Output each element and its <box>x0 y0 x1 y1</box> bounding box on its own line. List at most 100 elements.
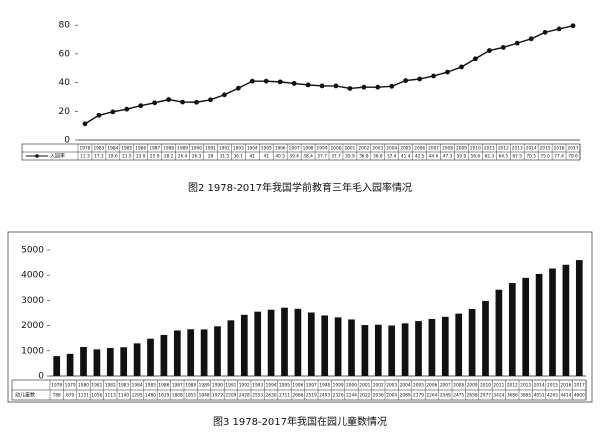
table-value: 67.5 <box>512 154 522 160</box>
data-point <box>138 103 144 109</box>
x-tick-label: 1989 <box>199 383 210 389</box>
x-tick-label: 2011 <box>484 146 495 152</box>
table-value: 40.5 <box>275 154 285 160</box>
x-tick-label: 1982 <box>105 383 116 389</box>
x-tick-label: 2010 <box>480 383 491 389</box>
x-tick-label: 2000 <box>346 383 357 389</box>
bar <box>160 334 168 376</box>
y-tick-label: 60 <box>59 49 71 59</box>
bar <box>66 353 74 376</box>
table-value: 2326 <box>333 393 344 399</box>
table-value: 35.9 <box>345 154 355 160</box>
y-tick-label: 1000 <box>21 346 44 356</box>
y-tick-label: 5000 <box>21 246 44 256</box>
x-tick-label: 1990 <box>191 146 202 152</box>
table-value: 1848 <box>199 393 210 399</box>
x-tick-label: 1986 <box>158 383 169 389</box>
bar <box>267 309 275 376</box>
table-value: 28.2 <box>164 154 174 160</box>
x-tick-label: 1988 <box>163 146 174 152</box>
bar <box>281 307 288 376</box>
bar <box>80 346 87 376</box>
x-tick-label: 2012 <box>498 146 509 152</box>
data-point <box>152 100 158 106</box>
x-tick-label: 1989 <box>177 146 188 152</box>
x-tick-label: 1993 <box>252 383 263 389</box>
x-tick-label: 1984 <box>107 146 118 152</box>
table-value: 2209 <box>225 393 236 399</box>
caption: 图2 1978-2017年我国学前教育三年毛入园率情况 <box>188 181 412 194</box>
table-value: 42.5 <box>415 154 425 160</box>
x-tick-label: 2001 <box>359 383 370 389</box>
table-value: 788 <box>53 393 61 399</box>
table-value: 36.8 <box>373 154 383 160</box>
bar <box>133 343 141 376</box>
x-tick-label: 2003 <box>372 146 383 152</box>
x-tick-label: 2005 <box>400 146 411 152</box>
bar <box>495 289 503 376</box>
x-tick-label: 2008 <box>442 146 453 152</box>
data-point <box>124 106 130 112</box>
x-tick-label: 2016 <box>554 146 565 152</box>
table-value: 26.4 <box>178 154 188 160</box>
bar <box>254 311 262 376</box>
caption: 图3 1978-2017年我国在园儿童数情况 <box>213 415 387 428</box>
x-tick-label: 1993 <box>233 146 244 152</box>
data-point <box>235 85 241 91</box>
data-point <box>417 76 423 82</box>
table-value: 17.2 <box>94 154 104 160</box>
bar <box>468 309 476 376</box>
bar <box>173 330 181 376</box>
bar <box>415 321 422 376</box>
bar <box>106 347 114 376</box>
bar <box>334 317 342 376</box>
bar <box>374 324 382 376</box>
y-tick-label: 20 <box>59 107 71 117</box>
legend-label: 幼儿童数 <box>15 392 35 399</box>
x-tick-label: 2002 <box>358 146 369 152</box>
table-value: 44.6 <box>429 154 439 160</box>
table-value: 2264 <box>426 393 437 399</box>
x-tick-label: 2009 <box>467 383 478 389</box>
x-tick-label: 1978 <box>51 383 62 389</box>
data-point <box>347 86 353 91</box>
x-tick-label: 1986 <box>135 146 146 152</box>
table-value: 25.9 <box>150 154 160 160</box>
bar <box>388 325 396 376</box>
table-value: 75.0 <box>540 154 550 160</box>
x-tick-label: 2006 <box>414 146 425 152</box>
x-tick-label: 2004 <box>400 383 411 389</box>
table-value: 36.1 <box>234 154 244 160</box>
x-tick-label: 2001 <box>344 146 355 152</box>
x-tick-label: 1978 <box>80 146 91 152</box>
table-value: 2036 <box>373 393 384 399</box>
x-tick-label: 2013 <box>512 146 523 152</box>
x-tick-label: 1992 <box>219 146 230 152</box>
x-tick-label: 2014 <box>526 146 537 152</box>
data-point <box>445 69 450 75</box>
data-point <box>528 36 534 42</box>
data-point <box>389 83 395 89</box>
table-value: 4265 <box>547 393 558 399</box>
data-point <box>570 23 576 29</box>
table-value: 1140 <box>118 393 129 399</box>
data-point <box>459 64 464 70</box>
x-tick-label: 2017 <box>568 146 579 152</box>
table-value: 2630 <box>266 393 277 399</box>
table-value: 2179 <box>413 393 424 399</box>
table-value: 39.4 <box>289 154 299 160</box>
bar <box>522 277 530 376</box>
table-value: 1855 <box>185 393 196 399</box>
bar <box>294 308 302 376</box>
table-value: 1056 <box>91 393 102 399</box>
table-value: 37.7 <box>331 154 341 160</box>
data-point <box>277 79 283 85</box>
table-value: 41 <box>250 154 256 160</box>
y-tick-label: 40 <box>59 78 71 88</box>
bar <box>200 329 208 376</box>
x-tick-label: 2003 <box>386 383 397 389</box>
y-tick-label: 4000 <box>21 271 44 281</box>
bar <box>361 325 369 376</box>
x-tick-label: 1988 <box>185 383 196 389</box>
table-value: 62.3 <box>485 154 495 160</box>
